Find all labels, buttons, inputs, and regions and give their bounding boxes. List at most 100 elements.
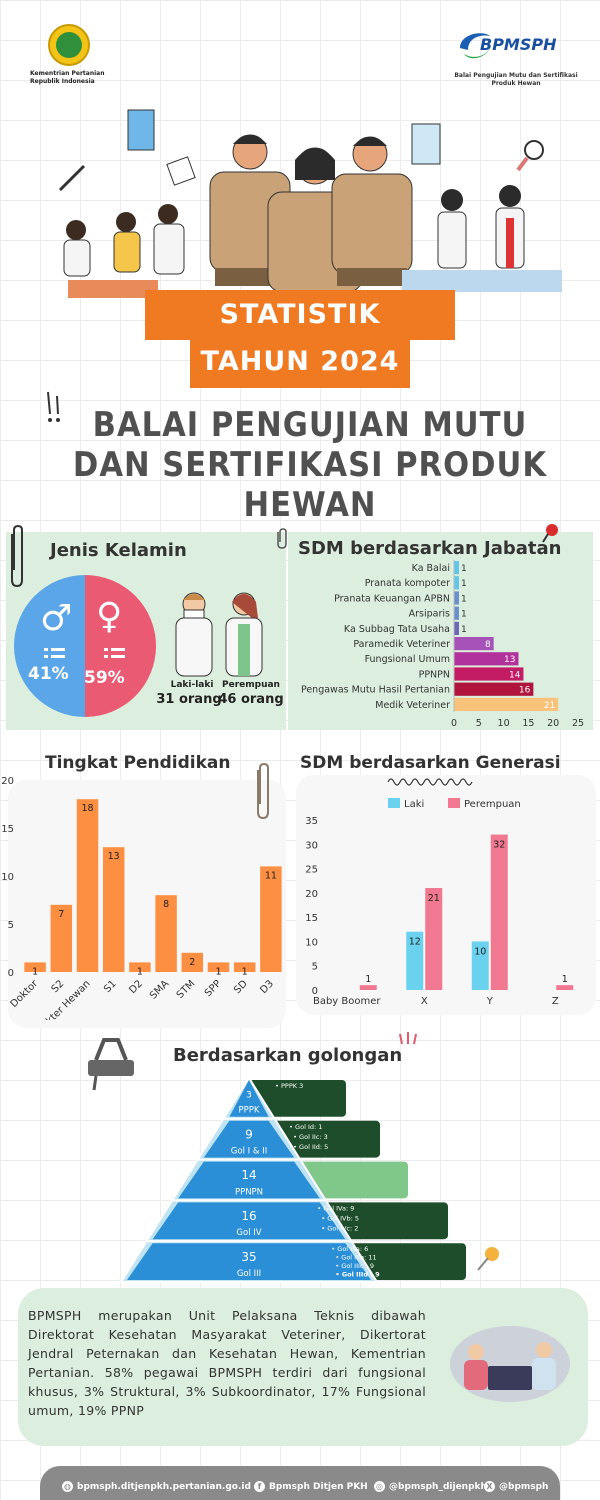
pendidikan-category-label: S1	[102, 978, 119, 995]
generasi-panel	[296, 775, 596, 1015]
generasi-category-label: X	[421, 996, 428, 1007]
pendidikan-bar	[50, 904, 73, 972]
list-icon-female	[104, 648, 125, 658]
golongan-detail-box	[249, 1080, 346, 1117]
female-label: Perempuan	[222, 680, 280, 690]
pendidikan-category-label: S2	[50, 978, 67, 995]
generasi-category-label: Y	[486, 996, 494, 1007]
jabatan-value-label: 1	[461, 579, 467, 589]
pendidikan-y-tick: 20	[1, 776, 14, 787]
facebook-text: Bpmsph Ditjen PKH	[269, 1481, 368, 1492]
male-label: Laki-laki	[170, 680, 214, 690]
title-line-1: STATISTIK PEGAWAI	[145, 290, 455, 380]
title-line-2: TAHUN 2024	[190, 338, 410, 388]
jabatan-x-tick: 25	[572, 718, 584, 729]
pendidikan-value-label: 2	[189, 957, 195, 968]
golongan-value: 14	[241, 1168, 256, 1182]
pendidikan-value-label: 7	[58, 909, 64, 920]
footer-bar	[40, 1466, 560, 1500]
jabatan-title: SDM berdasarkan Jabatan	[298, 538, 562, 559]
generasi-bar	[359, 985, 377, 990]
organization-name: BALAI PENGUJIAN MUTU DAN SERTIFIKASI PRO…	[72, 405, 548, 525]
pendidikan-category-label: SPP	[203, 978, 224, 999]
jabatan-x-tick: 20	[547, 718, 559, 729]
jabatan-category-label: Ka Subbag Tata Usaha	[344, 624, 450, 635]
logo-subtitle: Balai Pengujian Mutu dan Sertifikasi Pro…	[454, 72, 578, 87]
generasi-value-label: 32	[493, 840, 505, 851]
list-icon-male	[44, 648, 65, 658]
facebook-icon: f	[254, 1481, 265, 1492]
jabatan-bar	[454, 561, 459, 575]
jabatan-bar	[454, 621, 459, 635]
golongan-label: Gol IV	[236, 1228, 261, 1238]
paperclip-icon-2	[257, 762, 269, 820]
pendidikan-value-label: 11	[265, 870, 277, 881]
pendidikan-category-label: SD	[232, 978, 250, 996]
male-percentage: 41%	[28, 664, 69, 684]
generasi-y-tick: 10	[305, 937, 318, 948]
jabatan-x-tick: 5	[476, 718, 482, 729]
generasi-y-tick: 25	[305, 865, 318, 876]
footer-x[interactable]: X @bpmsph	[484, 1481, 548, 1492]
jabatan-bar	[454, 667, 524, 681]
jabatan-bar	[454, 697, 559, 711]
jabatan-category-label: Pengawas Mutu Hasil Pertanian	[301, 685, 450, 696]
golongan-pyramid: 3 PPPK • PPPK 3 9 Gol I & II • Gol Id: 1 • Gol…	[119, 1076, 466, 1283]
generasi-y-tick: 30	[305, 840, 318, 851]
pendidikan-value-label: 8	[163, 899, 169, 910]
pendidikan-bar	[155, 895, 177, 972]
pendidikan-value-label: 13	[108, 851, 120, 862]
pendidikan-y-tick: 15	[1, 824, 14, 835]
jabatan-x-tick: 0	[451, 718, 457, 729]
pendidikan-bar	[260, 866, 282, 972]
golongan-label: PPNPN	[235, 1187, 263, 1197]
golongan-detail-text: • Gol IIc: 3	[293, 1133, 328, 1141]
pendidikan-category-label: STM	[175, 978, 198, 1001]
footer-facebook[interactable]: f Bpmsph Ditjen PKH	[254, 1481, 368, 1492]
generasi-category-label: Z	[552, 996, 559, 1007]
golongan-level-fill	[127, 1243, 371, 1280]
generasi-bar	[471, 941, 489, 990]
generasi-y-tick: 0	[312, 986, 318, 997]
generasi-value-label: 21	[428, 893, 440, 904]
pendidikan-title: Tingkat Pendidikan	[45, 753, 231, 773]
golongan-value: 16	[241, 1209, 256, 1223]
generasi-y-tick: 20	[305, 889, 318, 900]
pushpin-icon	[477, 1247, 499, 1271]
generasi-y-tick: 5	[312, 962, 318, 973]
jabatan-value-label: 1	[461, 594, 467, 604]
jabatan-value-label: 21	[544, 701, 555, 711]
golongan-value: 3	[246, 1091, 252, 1101]
golongan-detail-text: • Gol IId: 5	[293, 1143, 328, 1151]
golongan-detail-text: • PPPK 3	[275, 1082, 303, 1090]
instagram-text: @bpmsph_dijenpkh	[389, 1481, 487, 1492]
pin-icon	[542, 524, 558, 543]
generasi-y-tick: 15	[305, 913, 318, 924]
jabatan-category-label: Medik Veteriner	[375, 700, 450, 711]
generasi-bar-chart: Laki Perempuan 0 5 10 15 20 25 30 35 1 Baby Boomer 1…	[305, 798, 574, 1007]
pendidikan-value-label: 18	[81, 803, 93, 814]
jabatan-bar	[454, 637, 494, 651]
generasi-legend-label: Perempuan	[464, 799, 521, 810]
golongan-level-fill	[152, 1202, 346, 1240]
jabatan-bar	[454, 591, 459, 605]
jabatan-category-label: Pranata Keuangan APBN	[334, 593, 450, 604]
pendidikan-category-label: SMA	[148, 978, 171, 1001]
footer-website[interactable]: ◍ bpmsph.ditjenpkh.pertanian.go.id	[62, 1481, 251, 1492]
doctors-illustration	[175, 592, 263, 677]
golongan-detail-text: • Gol IIIa: 6	[331, 1245, 368, 1253]
jabatan-x-tick: 10	[498, 718, 510, 729]
jabatan-category-label: Fungsional Umum	[365, 654, 450, 665]
pendidikan-category-label: D3	[258, 978, 276, 996]
generasi-y-tick: 35	[305, 816, 318, 827]
generasi-value-label: 1	[365, 974, 371, 985]
golongan-value: 35	[241, 1250, 256, 1264]
footer-instagram[interactable]: ◎ @bpmsph_dijenpkh	[374, 1481, 487, 1492]
golongan-level-fill	[178, 1161, 320, 1199]
jabatan-x-tick: 15	[522, 718, 534, 729]
pie-slice-male	[14, 575, 85, 717]
generasi-bar	[556, 985, 574, 990]
jabatan-value-label: 16	[519, 686, 531, 696]
generasi-value-label: 1	[562, 974, 568, 985]
